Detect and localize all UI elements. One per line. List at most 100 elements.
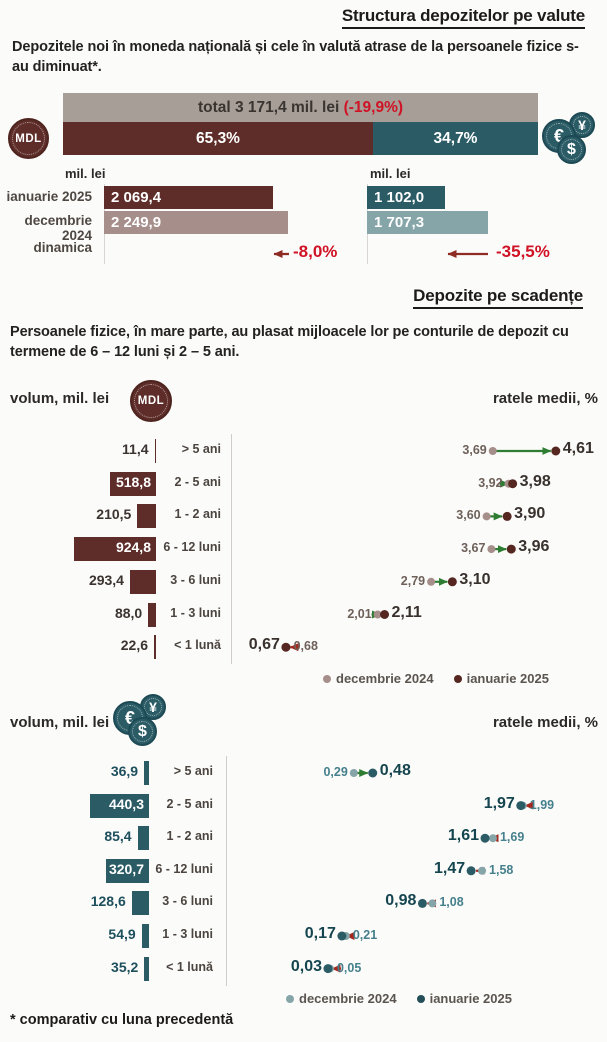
rate-dot-decembrie <box>325 964 334 973</box>
rate-value-ianuarie: 2,11 <box>391 603 422 621</box>
rate-dot-ianuarie <box>506 544 516 554</box>
rate-value-decembrie: 0,05 <box>336 960 362 975</box>
page-title: Structura depozitelor pe valute <box>341 6 585 29</box>
mdl-badge-label: MDL <box>15 132 42 145</box>
legend-dot-ianuarie <box>453 674 462 683</box>
mdl-rates-header: ratele medii, % <box>492 390 598 407</box>
volume-bar <box>106 858 149 883</box>
volume-value: 210,5 <box>96 506 132 523</box>
rate-dot-ianuarie <box>380 610 390 619</box>
category-label: 1 - 3 luni <box>170 605 221 620</box>
volume-bar <box>129 569 156 594</box>
rate-dot-decembrie <box>373 610 382 619</box>
category-label: < 1 lună <box>166 959 213 974</box>
volume-bar <box>148 602 156 627</box>
rate-dot-decembrie <box>427 577 436 586</box>
volume-value: 85,4 <box>104 828 132 845</box>
rate-dot-ianuarie <box>368 768 378 778</box>
rate-value-ianuarie: 0,48 <box>379 762 411 779</box>
volume-value: 88,0 <box>114 604 143 621</box>
rate-dot-decembrie <box>341 932 350 940</box>
mdl-maturity-divider <box>231 434 232 665</box>
rate-dot-ianuarie <box>417 898 427 908</box>
mdl-badge-label: MDL <box>137 395 165 407</box>
volume-value: 440,3 <box>108 795 144 812</box>
rate-value-decembrie: 2,01 <box>347 606 372 621</box>
legend-dot-decembrie <box>323 674 331 683</box>
rate-dot-ianuarie <box>480 833 490 843</box>
rate-value-ianuarie: 0,17 <box>304 925 336 942</box>
rate-value-decembrie: 0,21 <box>352 928 378 942</box>
rate-value-decembrie: 2,79 <box>400 573 426 588</box>
legend-item-ianuarie: ianuarie 2025 <box>416 991 512 1006</box>
volume-value: 11,4 <box>122 441 149 457</box>
rate-dot-decembrie <box>349 769 358 777</box>
dollar-coin-icon: $ <box>128 717 157 746</box>
legend-dot-ianuarie <box>416 994 425 1003</box>
volume-value: 924,8 <box>115 539 151 556</box>
rate-value-ianuarie: 3,98 <box>519 472 551 490</box>
rate-dot-decembrie <box>482 512 491 521</box>
fx-share-segment: 34,7% <box>373 122 538 155</box>
rate-dot-ianuarie <box>447 577 457 587</box>
fx-ianuarie-bar: 1 102,0 <box>367 186 446 209</box>
rate-value-decembrie: 1,58 <box>489 862 514 877</box>
rate-dot-ianuarie <box>281 642 291 652</box>
rate-dot-ianuarie <box>337 931 347 941</box>
fx-legend: decembrie 2024 ianuarie 2025 <box>286 991 512 1006</box>
volume-value: 54,9 <box>108 926 136 942</box>
rate-dot-ianuarie <box>551 446 561 456</box>
rate-dot-decembrie <box>282 643 291 652</box>
rate-value-ianuarie: 1,47 <box>433 859 466 877</box>
volume-bar <box>89 793 149 818</box>
rate-value-decembrie: 0,68 <box>293 639 318 654</box>
rate-value-ianuarie: 4,61 <box>562 440 594 457</box>
volume-bar <box>109 471 156 496</box>
currency-coins-icon: ¥ € $ <box>542 112 604 166</box>
rate-value-decembrie: 0,29 <box>323 765 348 779</box>
mdl-volume-header: volum, mil. lei <box>10 390 110 407</box>
volume-bar <box>154 439 156 463</box>
category-label: 3 - 6 luni <box>170 572 221 587</box>
mdl-coin-badge: MDL <box>8 118 49 159</box>
volume-bar <box>137 826 149 851</box>
rate-dot-decembrie <box>488 447 497 455</box>
rate-dot-ianuarie <box>323 964 333 974</box>
fx-coins-icon: ¥ € $ <box>113 694 175 748</box>
rate-dot-ianuarie <box>516 801 526 811</box>
rate-value-ianuarie: 1,61 <box>447 827 480 845</box>
fx-volume-header: volum, mil. lei <box>10 714 110 731</box>
category-label: 6 - 12 luni <box>163 540 221 555</box>
footnote: * comparativ cu luna precedentă <box>10 1012 234 1028</box>
rate-value-ianuarie: 1,97 <box>483 794 515 812</box>
fx-unit-label: mil. lei <box>370 166 411 181</box>
category-label: 2 - 5 ani <box>166 796 213 811</box>
volume-value: 320,7 <box>108 860 144 877</box>
rate-dot-decembrie <box>478 866 487 875</box>
row-label-decembrie: decembrie 2024 <box>24 213 92 243</box>
rate-value-decembrie: 3,60 <box>456 508 481 523</box>
mdl-share-segment: 65,3% <box>63 122 373 155</box>
category-label: 2 - 5 ani <box>174 474 221 489</box>
category-label: 3 - 6 luni <box>162 894 213 909</box>
rate-value-decembrie: 3,67 <box>461 541 486 556</box>
rate-value-ianuarie: 0,98 <box>385 892 417 910</box>
legend-label: ianuarie 2025 <box>466 671 549 686</box>
rate-value-ianuarie: 3,90 <box>514 505 546 523</box>
rate-dot-decembrie <box>518 801 527 810</box>
section2-title: Depozite pe scadențe <box>413 286 583 309</box>
mdl-coin-badge-section: MDL <box>130 380 172 422</box>
rate-dot-ianuarie <box>466 866 476 876</box>
row-label-dinamica: dinamica <box>33 240 92 255</box>
volume-bar <box>144 956 149 981</box>
rate-value-decembrie: 3,92 <box>478 475 503 490</box>
fx-rates-header: ratele medii, % <box>492 714 598 731</box>
mdl-unit-label: mil. lei <box>65 166 106 181</box>
rate-dot-decembrie <box>488 834 497 843</box>
rate-value-ianuarie: 0,67 <box>248 636 280 654</box>
volume-bar <box>131 891 149 916</box>
total-change-badge: (-19,9%) <box>343 99 404 116</box>
rate-value-ianuarie: 3,10 <box>459 570 491 588</box>
total-bar: total 3 171,4 mil. lei (-19,9%) <box>63 93 538 122</box>
section2-intro: Persoanele fizice, în mare parte, au pla… <box>10 324 569 360</box>
